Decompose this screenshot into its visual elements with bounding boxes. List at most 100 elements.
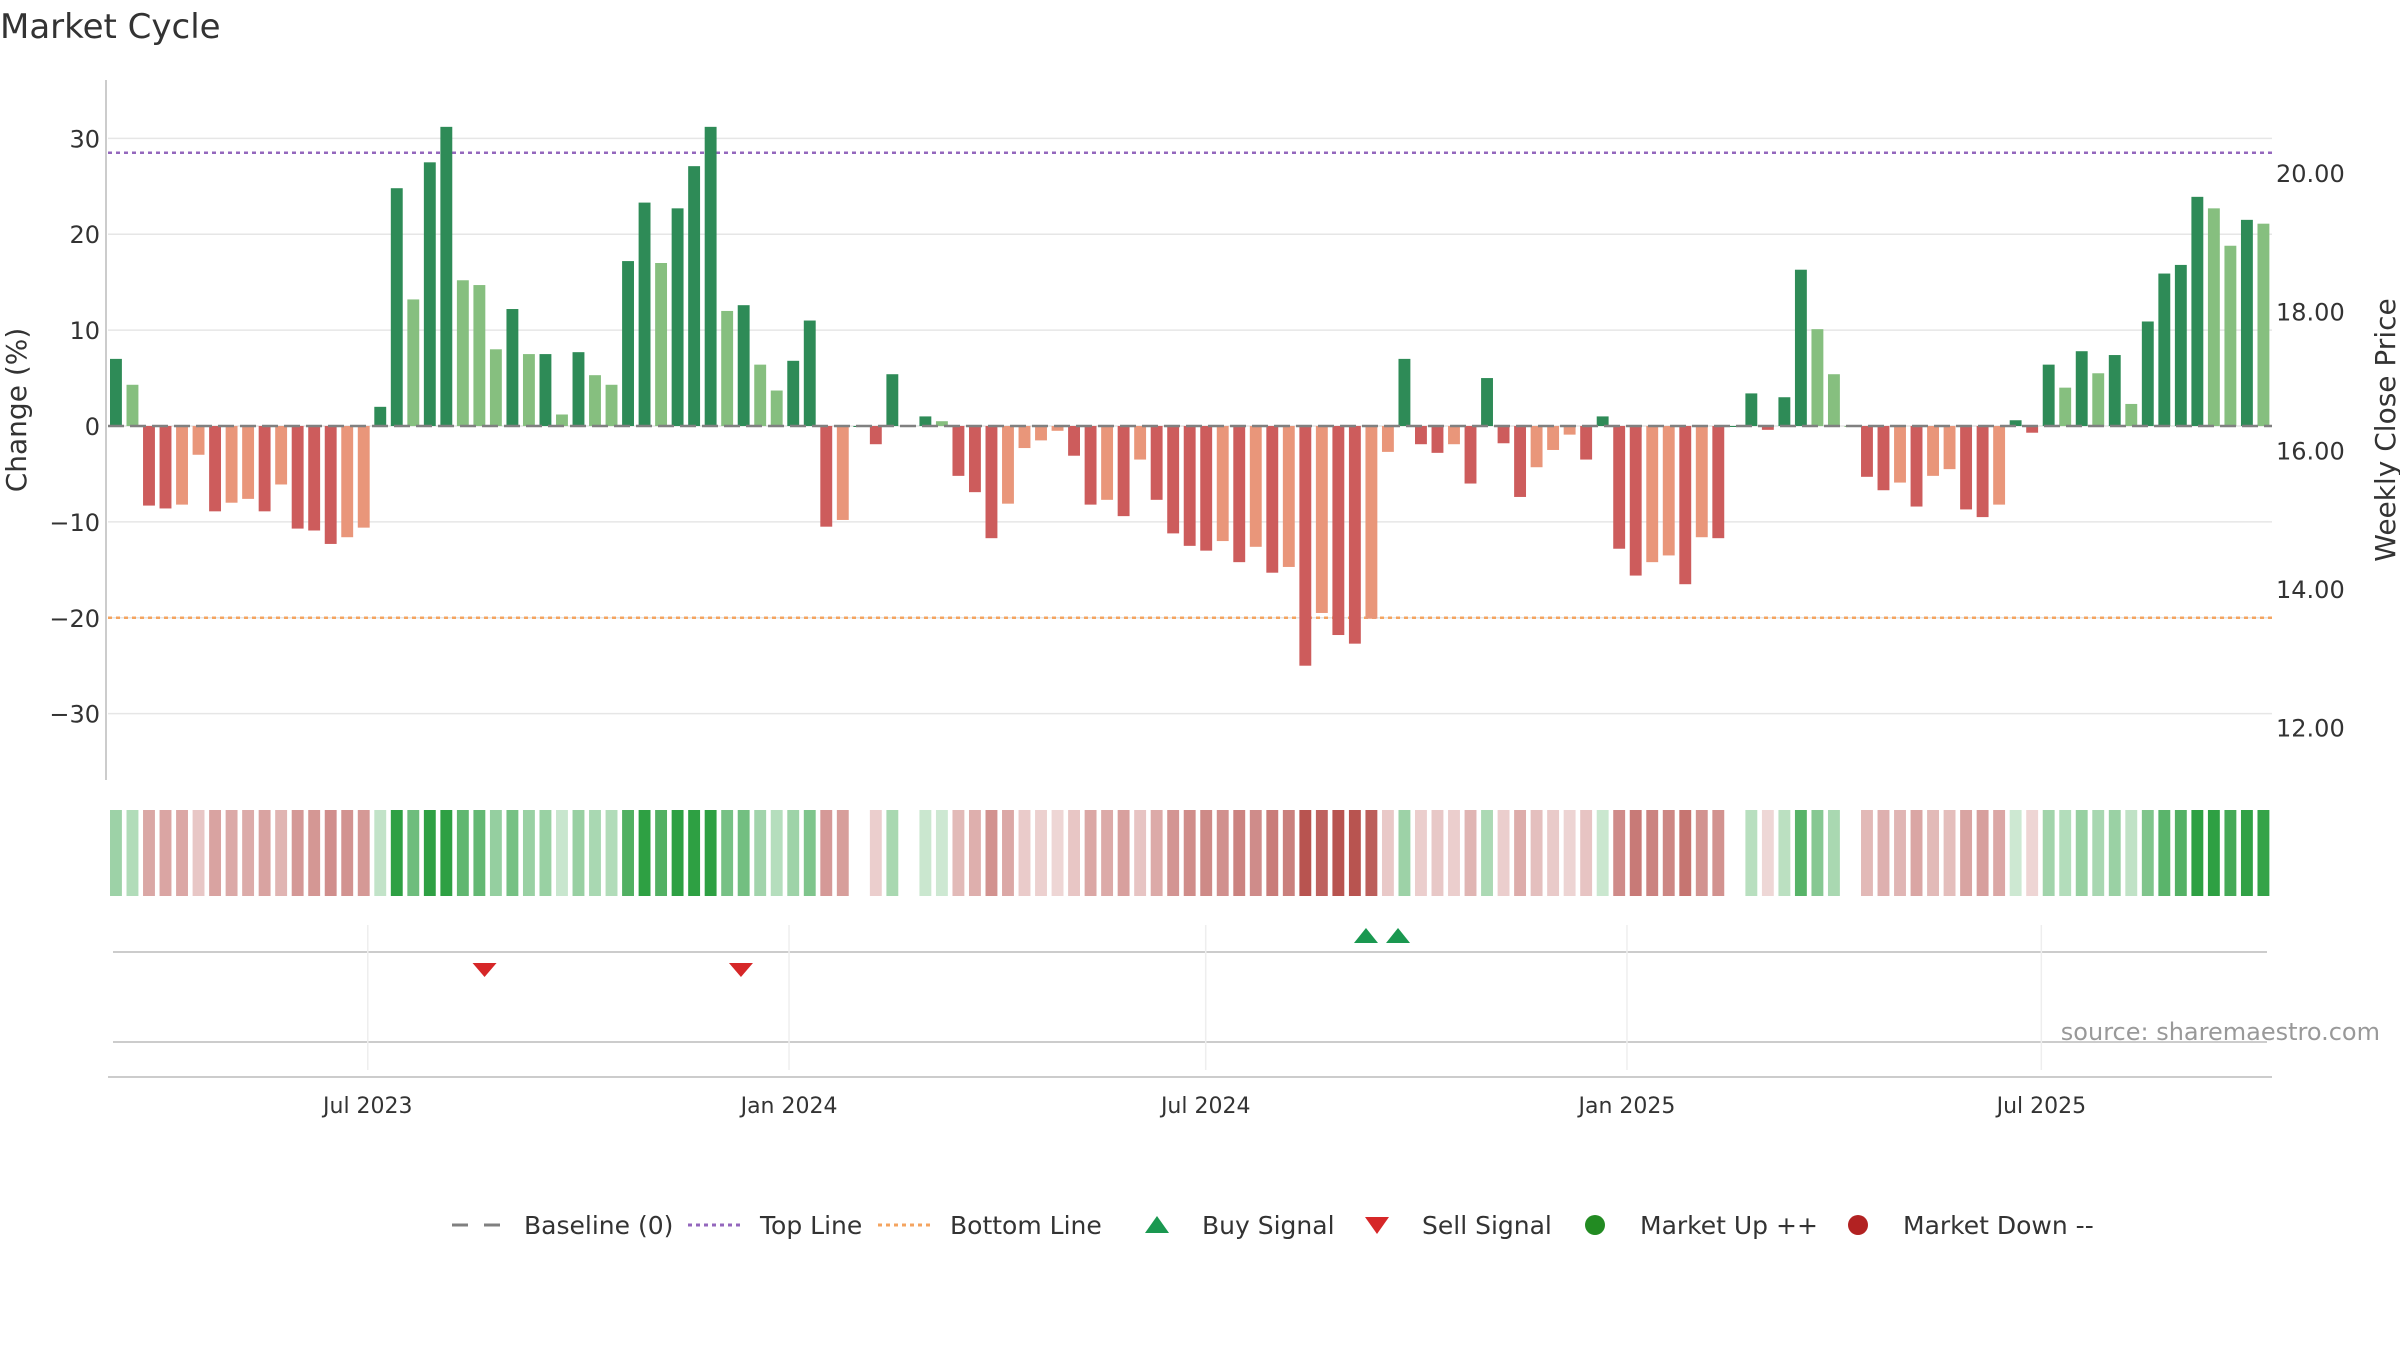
band-cell (1167, 810, 1180, 896)
bar (2059, 387, 2072, 426)
bar (1167, 426, 1180, 534)
bar (968, 426, 981, 493)
bar (1662, 426, 1675, 556)
legend-item: Sell Signal (1365, 1211, 1552, 1240)
band-cell (1415, 810, 1427, 896)
bar (1216, 426, 1229, 542)
band-cell (489, 810, 502, 896)
band-cell (655, 810, 668, 896)
bar (1183, 426, 1196, 546)
band-cell (1580, 810, 1593, 896)
band-cell (440, 810, 453, 896)
band-cell (357, 810, 370, 896)
band-cell (1927, 810, 1939, 896)
legend-item: Bottom Line (878, 1211, 1102, 1240)
bar (1679, 426, 1692, 585)
band-cell (1497, 810, 1510, 896)
band-cell (341, 810, 354, 896)
legend-label: Market Down -- (1903, 1211, 2094, 1240)
bar (803, 320, 816, 426)
band-cell (952, 810, 965, 896)
band-cell (1679, 810, 1692, 896)
legend-item: Market Down -- (1848, 1211, 2094, 1240)
band-cell (473, 810, 486, 896)
band-cell (159, 810, 172, 896)
band-cell (1448, 810, 1460, 896)
band-cell (638, 810, 651, 896)
x-tick-label: Jul 2023 (321, 1094, 413, 1119)
bar (1580, 426, 1593, 460)
legend-item: Baseline (0) (452, 1211, 673, 1240)
bar (2125, 403, 2138, 426)
buy-triangle-icon (1145, 1216, 1169, 1233)
x-axis: Jul 2023 Jan 2024 Jul 2024 Jan 2025 Jul 2025 (108, 925, 2272, 1119)
legend-item: Top Line (688, 1211, 862, 1240)
band-cell (1514, 810, 1527, 896)
bar (275, 426, 288, 485)
bar (2092, 373, 2105, 426)
bar (209, 426, 222, 512)
bar (2174, 264, 2187, 426)
bar (1712, 426, 1725, 539)
bar (374, 406, 387, 426)
band-cell (2224, 810, 2237, 896)
bar (506, 309, 519, 426)
bar (1068, 426, 1081, 456)
band-cell (1894, 810, 1906, 896)
legend-label: Baseline (0) (524, 1211, 673, 1240)
band-cell (622, 810, 634, 896)
band-cell (1943, 810, 1956, 896)
bar (2207, 208, 2220, 426)
bar (456, 280, 469, 426)
bar (1778, 397, 1791, 426)
signal-strip (113, 928, 2267, 1043)
bar (886, 374, 899, 426)
band-cell (192, 810, 205, 896)
band-cell (1811, 810, 1824, 896)
bar (1514, 426, 1527, 497)
band-cell (324, 810, 337, 896)
bar (2141, 321, 2154, 426)
band-cell (1332, 810, 1345, 896)
bar (1811, 329, 1824, 426)
band-cell (522, 810, 535, 896)
band-cell (126, 810, 139, 896)
bar (2240, 219, 2253, 426)
bar (1018, 426, 1031, 449)
band-cell (1150, 810, 1163, 896)
bar (2026, 426, 2039, 433)
bar (1134, 426, 1147, 460)
bar (407, 299, 420, 426)
band-cell (1695, 810, 1708, 896)
legend-label: Bottom Line (950, 1211, 1102, 1240)
bar (176, 426, 188, 505)
bar (1497, 426, 1510, 444)
band-cell (2026, 810, 2039, 896)
band-cell (1464, 810, 1477, 896)
bar (1315, 426, 1328, 613)
band-cell (1051, 810, 1064, 896)
sell-signal-marker (472, 963, 497, 977)
bar (539, 354, 552, 426)
bar (1646, 426, 1659, 563)
band-cell (1101, 810, 1114, 896)
bar (1266, 426, 1279, 573)
bar (1547, 426, 1560, 450)
bar (1596, 416, 1609, 426)
bar (655, 263, 668, 426)
bar (2257, 223, 2270, 426)
bar (1464, 426, 1477, 484)
band-cell (985, 810, 998, 896)
bar (357, 426, 370, 528)
bar (1877, 426, 1890, 491)
band-cell (1134, 810, 1147, 896)
band-cell (308, 810, 321, 896)
band-cell (1381, 810, 1394, 896)
bar (324, 426, 337, 544)
band-cell (1183, 810, 1196, 896)
bar (1448, 426, 1460, 445)
bar (638, 202, 651, 426)
bar (1117, 426, 1130, 517)
bar (721, 310, 734, 426)
bar (1629, 426, 1642, 576)
